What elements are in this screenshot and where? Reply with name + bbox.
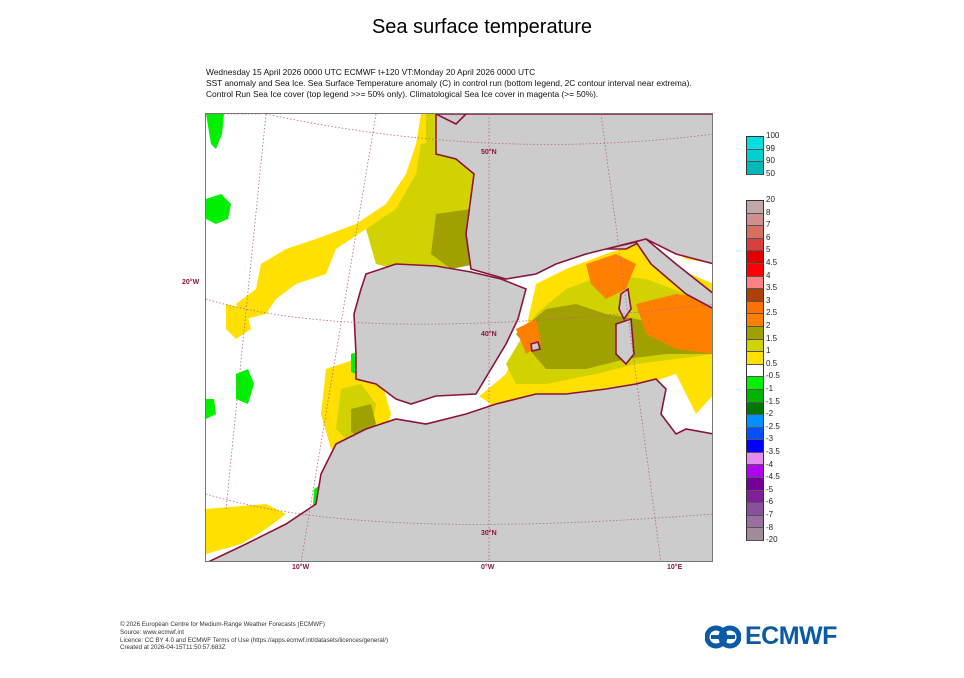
subtitle-line-ice-desc: Control Run Sea Ice cover (top legend >>… xyxy=(206,89,599,99)
sst-label: -20 xyxy=(766,535,778,545)
sst-swatch xyxy=(746,339,764,353)
ecmwf-logo: ECMWF xyxy=(705,622,837,651)
sst-label: -1.5 xyxy=(766,396,780,406)
sst-swatch xyxy=(746,440,764,453)
sst-swatch xyxy=(746,452,764,466)
sst-label: 4.5 xyxy=(766,258,778,267)
lat-label-30n: 30°N xyxy=(481,530,497,537)
sst-swatch xyxy=(746,389,764,403)
map-canvas xyxy=(206,114,712,561)
sst-swatch xyxy=(746,427,764,441)
copyright-line: © 2026 European Centre for Medium-Range … xyxy=(120,621,325,628)
sea-ice-colorbar xyxy=(746,136,764,175)
sst-label: -3 xyxy=(766,434,774,444)
sst-label: 2.5 xyxy=(766,308,778,318)
ice-label: 100 xyxy=(766,131,780,140)
sst-swatch xyxy=(746,289,764,302)
sst-label: -6 xyxy=(766,497,774,507)
sst-label: 6 xyxy=(766,232,771,242)
land-mask xyxy=(208,114,712,561)
created-line: Created at 2026-04-15T11:50:57.683Z xyxy=(120,644,226,652)
sst-label: 4 xyxy=(766,270,771,280)
ice-swatch-50-90 xyxy=(746,162,764,175)
sst-label: -7 xyxy=(766,510,774,519)
lon-label-10w: 10°W xyxy=(292,564,310,571)
sst-swatch xyxy=(746,415,764,428)
sst-swatch xyxy=(746,263,764,277)
sst-label: -2.5 xyxy=(766,421,780,431)
sst-label: 8 xyxy=(766,207,771,217)
sst-swatch xyxy=(746,213,764,227)
sst-label: 0.5 xyxy=(766,358,778,368)
map-panel[interactable] xyxy=(205,113,713,562)
sst-label: 1.5 xyxy=(766,333,778,343)
source-line: Source: www.ecmwf.int xyxy=(120,628,184,636)
lat-label-40n: 40°N xyxy=(481,331,497,338)
sst-label: -4 xyxy=(766,459,774,469)
sst-label: 20 xyxy=(766,195,775,204)
sst-swatch xyxy=(746,238,764,252)
ecmwf-logo-icon xyxy=(705,625,741,648)
licence-line: Licence: CC BY 4.0 and ECMWF Terms of Us… xyxy=(120,636,389,644)
chart-subtitle: Wednesday 15 April 2026 0000 UTC ECMWF t… xyxy=(206,67,692,100)
sst-swatch xyxy=(746,515,764,529)
sst-swatch xyxy=(746,276,764,290)
sst-label: 3.5 xyxy=(766,283,778,293)
sst-label: 7 xyxy=(766,220,771,230)
lat-label-left: 20°W xyxy=(182,279,200,286)
sst-anomaly-colorbar xyxy=(746,200,764,542)
sst-label: -4.5 xyxy=(766,472,780,482)
chart-title: Sea surface temperature xyxy=(371,16,593,38)
sst-swatch xyxy=(746,364,764,378)
lon-label-0w: 0°W xyxy=(481,564,495,571)
sst-label: -3.5 xyxy=(766,447,780,456)
sst-label: 3 xyxy=(766,295,771,305)
ice-swatch-90-99 xyxy=(746,149,764,162)
sst-swatch xyxy=(746,226,764,239)
sst-label: 1 xyxy=(766,346,771,356)
sst-label: -0.5 xyxy=(766,371,780,381)
graticule xyxy=(206,114,712,561)
subtitle-line-run-info: Wednesday 15 April 2026 0000 UTC ECMWF t… xyxy=(206,67,536,77)
sst-swatch xyxy=(746,528,764,542)
sst-swatch xyxy=(746,402,764,416)
sst-label: -2 xyxy=(766,409,774,419)
sst-swatch xyxy=(746,301,764,315)
sst-swatch xyxy=(746,251,764,264)
sst-swatch xyxy=(746,377,764,390)
sst-label: 5 xyxy=(766,245,771,255)
sst-label: -5 xyxy=(766,484,774,494)
sst-label: -1 xyxy=(766,384,774,393)
ecmwf-logo-text: ECMWF xyxy=(745,622,837,650)
sst-swatch xyxy=(746,503,764,516)
ice-swatch-99-100 xyxy=(746,137,764,150)
sst-swatch xyxy=(746,490,764,504)
sst-swatch xyxy=(746,326,764,340)
ice-label: 50 xyxy=(766,169,775,178)
copyright-footer: © 2026 European Centre for Medium-Range … xyxy=(120,621,388,652)
sst-swatch xyxy=(746,352,764,365)
subtitle-line-field-desc: SST anomaly and Sea Ice. Sea Surface Tem… xyxy=(206,78,692,88)
sst-label: 2 xyxy=(766,321,771,330)
sst-swatch xyxy=(746,465,764,479)
lon-label-10e: 10°E xyxy=(667,564,683,571)
sst-swatch xyxy=(746,478,764,491)
lat-label-50n: 50°N xyxy=(481,149,497,156)
sst-label: -8 xyxy=(766,522,774,532)
ice-label: 99 xyxy=(766,144,775,153)
sst-swatch xyxy=(746,314,764,327)
ice-label: 90 xyxy=(766,156,775,165)
sst-swatch xyxy=(746,201,764,214)
